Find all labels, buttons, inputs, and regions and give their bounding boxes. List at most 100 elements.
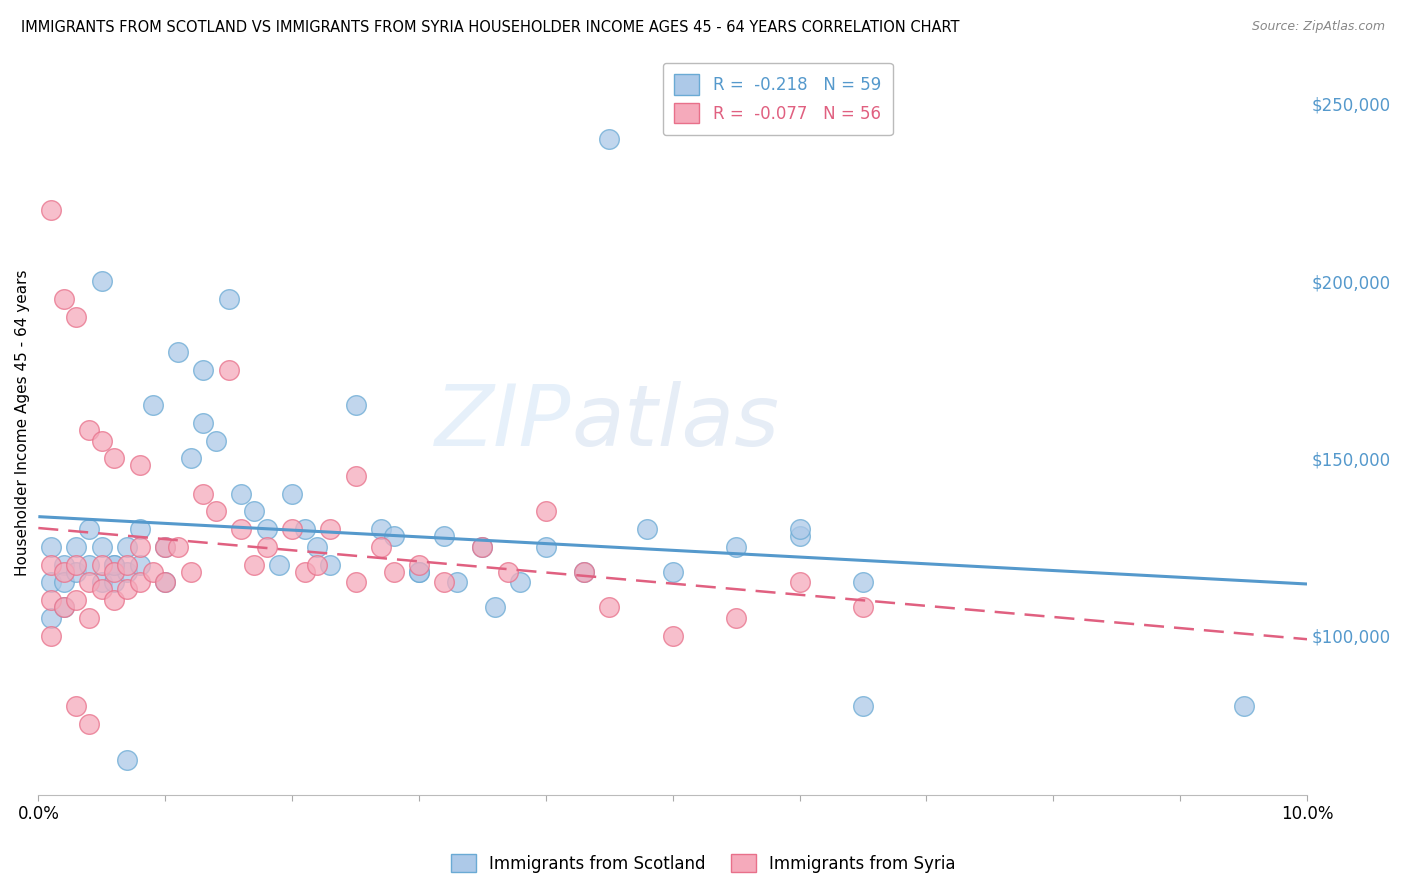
Legend: Immigrants from Scotland, Immigrants from Syria: Immigrants from Scotland, Immigrants fro… xyxy=(444,847,962,880)
Text: atlas: atlas xyxy=(571,382,779,465)
Point xyxy=(408,558,430,572)
Point xyxy=(382,529,405,543)
Point xyxy=(128,458,150,473)
Point xyxy=(52,565,75,579)
Point xyxy=(65,558,87,572)
Point xyxy=(433,529,456,543)
Point xyxy=(344,398,367,412)
Point xyxy=(193,362,215,376)
Point xyxy=(243,504,266,518)
Point xyxy=(471,540,494,554)
Point xyxy=(471,540,494,554)
Point xyxy=(153,540,176,554)
Point xyxy=(39,575,62,590)
Y-axis label: Householder Income Ages 45 - 64 years: Householder Income Ages 45 - 64 years xyxy=(15,269,30,576)
Point xyxy=(789,529,811,543)
Point xyxy=(294,522,316,536)
Point xyxy=(446,575,468,590)
Point xyxy=(103,558,125,572)
Point xyxy=(344,575,367,590)
Point xyxy=(231,522,253,536)
Point xyxy=(1232,699,1254,714)
Point xyxy=(484,600,506,615)
Point xyxy=(115,753,138,767)
Point xyxy=(77,717,100,731)
Point xyxy=(661,629,683,643)
Point xyxy=(281,487,304,501)
Point xyxy=(496,565,519,579)
Point xyxy=(77,423,100,437)
Point xyxy=(115,540,138,554)
Point xyxy=(598,132,620,146)
Point xyxy=(128,575,150,590)
Point xyxy=(65,310,87,324)
Point xyxy=(193,416,215,430)
Point xyxy=(77,522,100,536)
Point xyxy=(39,203,62,218)
Point xyxy=(307,540,329,554)
Point xyxy=(52,600,75,615)
Point xyxy=(370,540,392,554)
Legend: R =  -0.218   N = 59, R =  -0.077   N = 56: R = -0.218 N = 59, R = -0.077 N = 56 xyxy=(662,62,893,135)
Point xyxy=(52,558,75,572)
Point xyxy=(52,600,75,615)
Point xyxy=(90,434,112,448)
Point xyxy=(39,558,62,572)
Point xyxy=(344,469,367,483)
Point xyxy=(725,540,748,554)
Point xyxy=(294,565,316,579)
Point xyxy=(408,565,430,579)
Point xyxy=(218,362,240,376)
Point xyxy=(218,292,240,306)
Point xyxy=(141,565,163,579)
Point xyxy=(572,565,595,579)
Point xyxy=(90,582,112,597)
Point xyxy=(167,345,190,359)
Point xyxy=(307,558,329,572)
Text: Source: ZipAtlas.com: Source: ZipAtlas.com xyxy=(1251,20,1385,33)
Text: ZIP: ZIP xyxy=(434,382,571,465)
Point xyxy=(103,575,125,590)
Point xyxy=(153,575,176,590)
Point xyxy=(77,558,100,572)
Point xyxy=(180,565,202,579)
Point xyxy=(153,575,176,590)
Point xyxy=(382,565,405,579)
Point xyxy=(103,593,125,607)
Point xyxy=(852,699,875,714)
Point xyxy=(231,487,253,501)
Point xyxy=(77,575,100,590)
Point xyxy=(408,565,430,579)
Point xyxy=(598,600,620,615)
Point xyxy=(167,540,190,554)
Point xyxy=(269,558,291,572)
Point xyxy=(39,540,62,554)
Point xyxy=(90,274,112,288)
Point xyxy=(65,593,87,607)
Point xyxy=(103,565,125,579)
Point xyxy=(103,451,125,466)
Point xyxy=(115,582,138,597)
Point xyxy=(256,522,278,536)
Point xyxy=(852,575,875,590)
Point xyxy=(319,522,342,536)
Point xyxy=(141,398,163,412)
Point xyxy=(128,558,150,572)
Point xyxy=(193,487,215,501)
Point xyxy=(852,600,875,615)
Point xyxy=(77,611,100,625)
Point xyxy=(205,504,228,518)
Point xyxy=(39,593,62,607)
Point xyxy=(370,522,392,536)
Point xyxy=(90,558,112,572)
Point xyxy=(65,699,87,714)
Point xyxy=(39,611,62,625)
Point xyxy=(115,565,138,579)
Text: IMMIGRANTS FROM SCOTLAND VS IMMIGRANTS FROM SYRIA HOUSEHOLDER INCOME AGES 45 - 6: IMMIGRANTS FROM SCOTLAND VS IMMIGRANTS F… xyxy=(21,20,959,35)
Point xyxy=(128,540,150,554)
Point xyxy=(256,540,278,554)
Point xyxy=(65,540,87,554)
Point xyxy=(205,434,228,448)
Point xyxy=(115,558,138,572)
Point xyxy=(128,522,150,536)
